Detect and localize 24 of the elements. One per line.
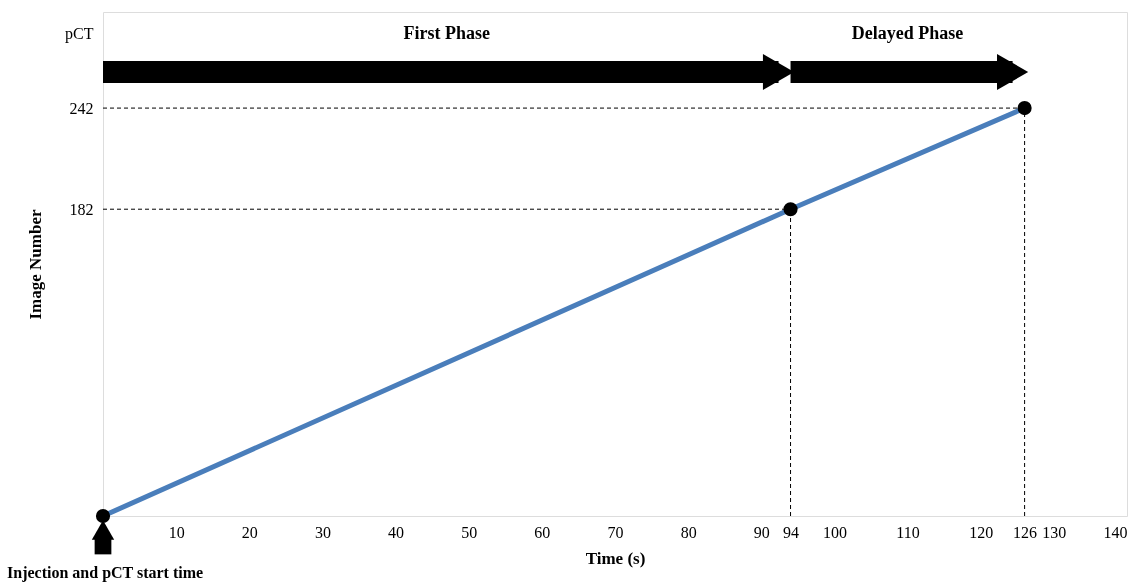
annotation: First Phase — [403, 23, 491, 43]
y-tick-label: 242 — [69, 99, 94, 117]
annotation: Delayed Phase — [851, 23, 964, 43]
x-tick-label: 120 — [969, 523, 994, 541]
y-tick-label: pCT — [65, 25, 94, 44]
y-tick-label: 182 — [69, 200, 94, 218]
x-tick-label: 50 — [461, 523, 478, 541]
x-tick-label: 30 — [314, 523, 331, 541]
x-tick-label: 126 — [1013, 523, 1038, 541]
x-tick-label: 80 — [680, 523, 697, 541]
x-tick-label: 20 — [241, 523, 258, 541]
x-tick-label: 90 — [753, 523, 770, 541]
x-tick-label: 60 — [534, 523, 551, 541]
x-tick-label: 110 — [896, 523, 920, 541]
y-axis-title: Image Number — [26, 209, 46, 320]
x-tick-label: 94 — [783, 523, 800, 541]
x-tick-label: 40 — [388, 523, 405, 541]
x-tick-label: 10 — [168, 523, 185, 541]
x-axis-title: Time (s) — [585, 548, 646, 568]
x-tick-label: 70 — [607, 523, 624, 541]
annotation: Injection and pCT start time — [7, 564, 204, 582]
x-tick-label: 140 — [1103, 523, 1128, 541]
x-tick-label: 130 — [1042, 523, 1067, 541]
x-tick-label: 100 — [822, 523, 847, 541]
